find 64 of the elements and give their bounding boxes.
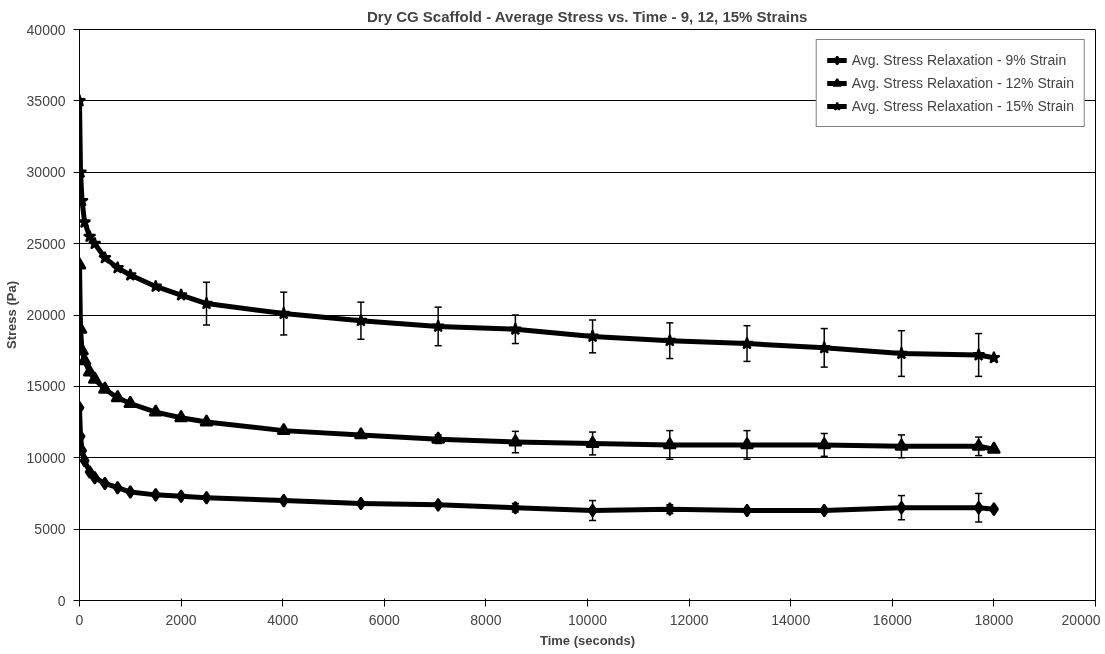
legend-label: Avg. Stress Relaxation - 12% Strain	[851, 75, 1074, 91]
point	[123, 268, 138, 281]
x-tick-label: 12000	[669, 611, 709, 628]
point	[819, 503, 830, 518]
point	[148, 279, 163, 293]
x-tick-label: 10000	[568, 611, 608, 628]
point	[988, 502, 999, 517]
point	[84, 465, 95, 480]
y-tick-label: 0	[57, 592, 66, 609]
point	[87, 371, 102, 384]
point	[79, 453, 90, 468]
point	[123, 395, 138, 408]
point	[986, 441, 1001, 454]
y-tick-label: 25000	[26, 235, 66, 252]
point	[79, 215, 92, 229]
point	[148, 404, 163, 417]
y-tick-label: 35000	[26, 92, 66, 109]
y-tick-label: 15000	[26, 378, 66, 395]
y-axis-title: Stress (Pa)	[3, 281, 19, 349]
y-tick-label: 20000	[26, 307, 66, 323]
point	[276, 422, 291, 436]
y-tick-label: 30000	[26, 164, 66, 181]
point	[89, 470, 100, 485]
point	[742, 503, 753, 518]
x-tick-label: 0	[75, 611, 84, 628]
x-tick-label: 2000	[165, 611, 197, 628]
legend-label: Avg. Stress Relaxation - 15% Strain	[851, 98, 1074, 114]
point	[971, 438, 986, 451]
point	[174, 288, 188, 301]
point	[97, 381, 112, 394]
x-tick-label: 6000	[368, 611, 401, 628]
point	[585, 435, 600, 448]
point	[99, 476, 110, 491]
y-tick-label: 5000	[34, 521, 66, 538]
point	[150, 487, 161, 502]
point	[894, 438, 909, 451]
x-tick-label: 4000	[267, 611, 299, 628]
point	[355, 496, 366, 511]
point	[174, 409, 189, 423]
point	[201, 490, 212, 505]
point	[176, 489, 187, 504]
x-tick-label: 8000	[470, 611, 502, 628]
x-tick-label: 18000	[974, 611, 1014, 628]
point	[110, 389, 125, 403]
point	[987, 350, 1001, 364]
x-tick-label: 20000	[1061, 611, 1101, 628]
point	[98, 250, 112, 264]
y-tick-label: 10000	[26, 449, 66, 466]
x-tick-label: 16000	[872, 611, 912, 628]
point	[112, 480, 123, 495]
point	[125, 485, 136, 500]
point	[82, 229, 97, 243]
legend-label: Avg. Stress Relaxation - 9% Strain	[851, 52, 1067, 68]
point	[433, 497, 444, 512]
y-tick-label: 40000	[26, 21, 66, 38]
point	[88, 236, 102, 250]
point	[110, 260, 125, 274]
point	[278, 493, 289, 508]
point	[199, 414, 214, 427]
x-tick-label: 14000	[771, 611, 811, 628]
chart-title: Dry CG Scaffold - Average Stress vs. Time - 9, 12, 15% Strains	[366, 7, 808, 25]
point	[353, 426, 368, 440]
x-axis-title: Time (seconds)	[539, 632, 636, 648]
point	[508, 434, 523, 447]
